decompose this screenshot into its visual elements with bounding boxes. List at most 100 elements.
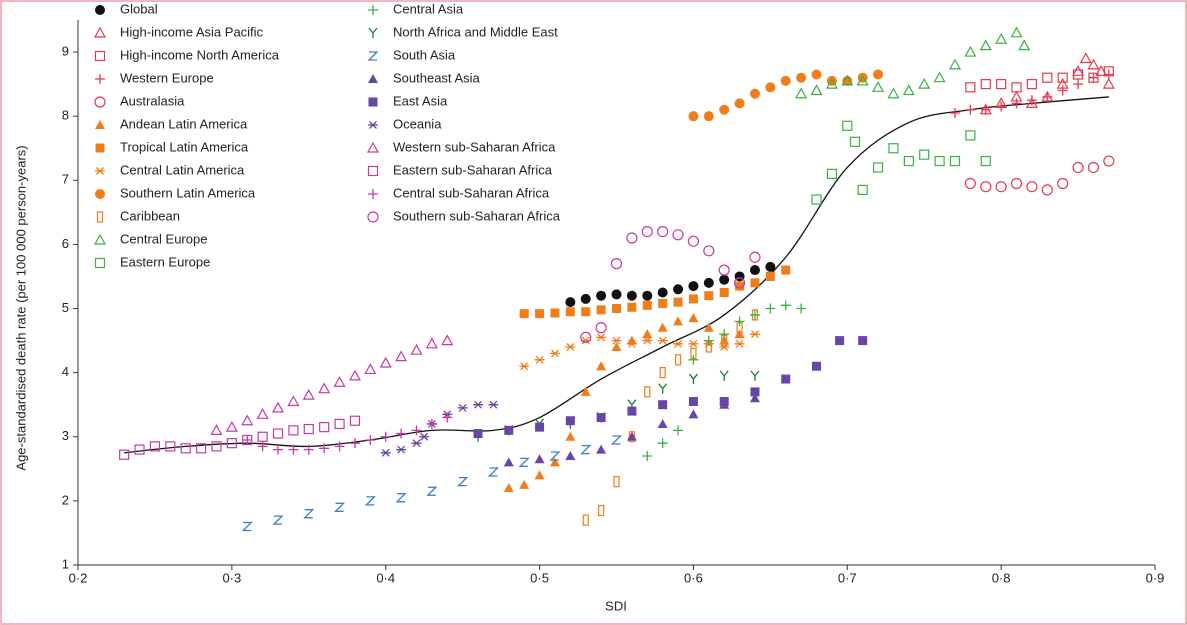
data-point [333, 502, 346, 512]
legend-label: East Asia [393, 93, 448, 108]
legend-marker [368, 189, 378, 199]
data-point [1072, 69, 1084, 80]
data-point [396, 445, 407, 454]
data-point [687, 235, 700, 247]
y-tick-label: 1 [62, 556, 69, 571]
legend-label: Central Asia [393, 1, 464, 16]
data-point [534, 355, 545, 364]
data-point [1088, 72, 1099, 83]
data-point [673, 339, 684, 348]
data-point [441, 334, 454, 346]
data-point [273, 444, 284, 455]
data-point [642, 290, 653, 301]
data-point [442, 412, 453, 423]
data-point [719, 288, 729, 297]
data-point [565, 416, 575, 426]
data-point [565, 431, 576, 441]
data-point [842, 120, 853, 131]
data-point [1042, 72, 1053, 83]
data-point [225, 420, 238, 432]
data-point [810, 84, 823, 96]
data-point [241, 414, 254, 426]
data-point [856, 74, 869, 86]
legend-label: Australasia [120, 93, 185, 108]
data-point [873, 69, 884, 80]
data-point [365, 434, 376, 445]
data-point [272, 428, 284, 439]
legend-label: Southern Latin America [120, 185, 256, 200]
data-point [180, 443, 191, 454]
data-point [781, 265, 791, 275]
data-point [688, 397, 698, 406]
data-point [534, 470, 545, 480]
data-point [949, 107, 960, 118]
data-point [333, 376, 346, 387]
data-point [948, 58, 962, 70]
legend-label: Southeast Asia [393, 70, 480, 85]
data-point [1102, 77, 1115, 89]
data-point [364, 363, 377, 375]
data-point [1011, 82, 1022, 93]
data-point [703, 245, 715, 257]
data-point [888, 143, 899, 154]
data-point [995, 32, 1008, 44]
data-point [627, 302, 637, 312]
data-point [596, 333, 607, 342]
data-point [610, 435, 623, 445]
legend-label: Eastern Europe [120, 254, 210, 269]
data-point [565, 451, 576, 460]
legend-marker [95, 143, 105, 153]
data-point [380, 431, 391, 442]
data-point [812, 361, 822, 371]
data-point [334, 418, 345, 430]
data-point [518, 457, 530, 468]
data-point [426, 418, 437, 429]
data-point [226, 438, 237, 449]
data-point [611, 336, 622, 345]
data-point [257, 431, 268, 442]
y-tick-label: 7 [62, 172, 69, 187]
data-point [672, 229, 684, 241]
legend-marker [95, 189, 105, 199]
data-point [580, 293, 591, 304]
y-tick-label: 3 [62, 428, 69, 443]
data-point [979, 39, 992, 51]
legend-marker [367, 165, 379, 177]
data-point [1087, 161, 1100, 174]
legend-marker [368, 97, 378, 107]
legend-marker [93, 233, 107, 245]
data-point [657, 336, 668, 345]
data-point [903, 155, 914, 167]
data-point [613, 476, 620, 488]
legend-label: Western sub-Saharan Africa [393, 139, 556, 154]
data-point [841, 74, 854, 86]
legend-label: Western Europe [120, 70, 214, 85]
data-point [918, 77, 931, 89]
y-tick-label: 2 [62, 492, 69, 507]
data-point [933, 71, 946, 83]
data-point [749, 393, 760, 403]
legend-marker [366, 141, 380, 153]
data-point [425, 337, 438, 349]
data-point [835, 336, 845, 346]
y-tick-label: 5 [62, 300, 69, 315]
data-point [934, 155, 945, 167]
legend-marker [367, 51, 379, 61]
legend-label: Southern sub-Saharan Africa [393, 208, 561, 223]
data-point [303, 509, 315, 519]
x-tick-label: 0·3 [222, 570, 241, 585]
y-tick-label: 9 [62, 43, 69, 58]
data-point [565, 297, 576, 308]
data-point [504, 425, 514, 435]
data-point [610, 258, 623, 270]
data-point [949, 155, 961, 167]
legend-label: Tropical Latin America [120, 139, 249, 154]
data-point [581, 307, 591, 317]
data-point [257, 441, 268, 452]
data-point [795, 87, 808, 99]
data-point [826, 168, 838, 179]
data-point [1011, 98, 1022, 109]
data-point [996, 79, 1007, 90]
